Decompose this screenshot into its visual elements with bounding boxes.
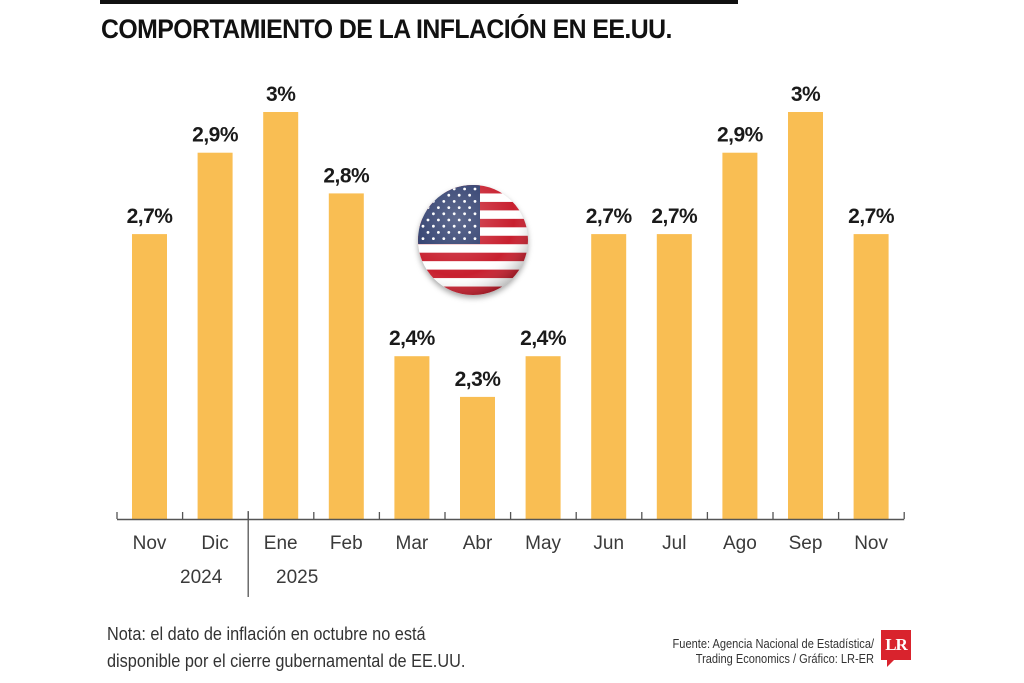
- value-label: 2,7%: [651, 205, 698, 228]
- value-label: 2,9%: [192, 124, 239, 147]
- footnote-line-1: Nota: el dato de inflación en octubre no…: [107, 623, 426, 644]
- bar-mar-4: [394, 356, 430, 519]
- bar-ene-2: [263, 112, 299, 519]
- tick-label-jul: Jul: [662, 533, 686, 554]
- bar-abr-5: [460, 396, 495, 519]
- value-label: 3%: [791, 83, 821, 106]
- source-line-2: Trading Economics / Gráfico: LR-ER: [695, 651, 874, 666]
- tick-label-may: May: [525, 533, 561, 554]
- value-label: 3%: [266, 83, 296, 106]
- source-credit: Fuente: Agencia Nacional de Estadística/…: [673, 636, 874, 666]
- bar-jul-8: [656, 234, 692, 519]
- footnote: Nota: el dato de inflación en octubre no…: [107, 620, 465, 674]
- footnote-line-2: disponible por el cierre gubernamental d…: [107, 650, 466, 671]
- value-label: 2,9%: [717, 124, 764, 147]
- value-label: 2,7%: [586, 205, 633, 228]
- bar-feb-3: [328, 193, 364, 519]
- tick-label-jun: Jun: [593, 533, 624, 554]
- year-label-2024: 2024: [180, 567, 223, 588]
- value-label: 2,8%: [323, 164, 370, 187]
- tick-label-ago: Ago: [723, 533, 757, 554]
- tick-label-nov: Nov: [854, 533, 888, 554]
- tick-label-feb: Feb: [330, 533, 363, 554]
- bars-group: [132, 112, 889, 519]
- bar-nov-0: [132, 234, 167, 519]
- value-label: 2,7%: [127, 205, 174, 228]
- value-labels-group: 2,7% 2,9% 3% 2,8% 2,4% 2,3% 2,4% 2,7% 2,7% 2,9% 3%…: [127, 83, 896, 391]
- top-rule: [100, 0, 738, 4]
- us-flag-icon: [418, 185, 528, 295]
- bar-dic-1: [197, 152, 233, 519]
- tick-label-ene: Ene: [264, 533, 298, 554]
- year-label-2025: 2025: [276, 567, 318, 588]
- tick-label-mar: Mar: [396, 533, 429, 554]
- tick-label-abr: Abr: [463, 533, 493, 554]
- lr-logo-icon: LR: [881, 630, 911, 667]
- bar-ago-9: [722, 152, 758, 519]
- bar-nov-11: [853, 234, 889, 519]
- bar-sep-10: [788, 112, 823, 519]
- value-label: 2,4%: [520, 327, 567, 350]
- value-label: 2,4%: [389, 327, 436, 350]
- source-line-1: Fuente: Agencia Nacional de Estadística/: [672, 636, 874, 651]
- value-label: 2,7%: [848, 205, 895, 228]
- tick-label-nov: Nov: [133, 533, 167, 554]
- bar-may-6: [525, 356, 561, 519]
- x-axis: [116, 511, 905, 597]
- tick-label-sep: Sep: [789, 533, 823, 554]
- tick-label-dic: Dic: [201, 533, 228, 554]
- value-label: 2,3%: [455, 368, 502, 391]
- tick-labels-group: Nov Dic Ene Feb Mar Abr May Jun Jul Ago Sep Nov 2024…: [133, 533, 889, 588]
- bar-jun-7: [591, 234, 627, 519]
- chart-title: COMPORTAMIENTO DE LA INFLACIÓN EN EE.UU.: [101, 14, 672, 44]
